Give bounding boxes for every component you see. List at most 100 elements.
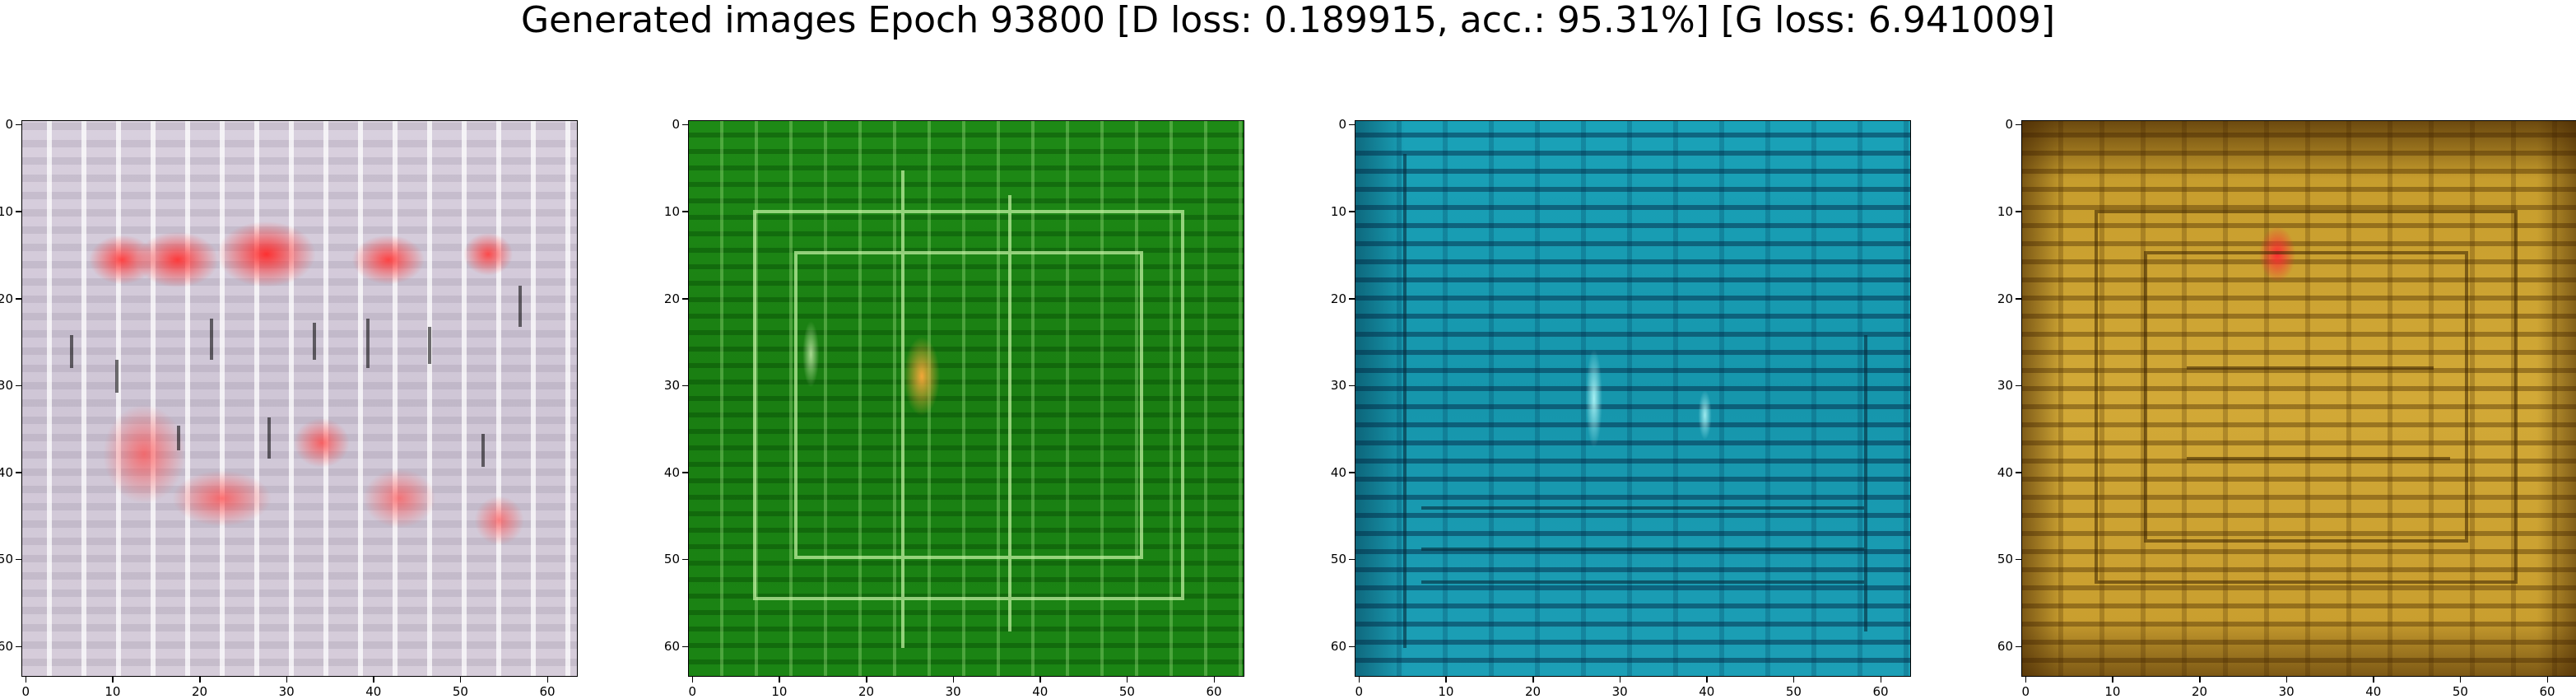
y-tick-label: 20 [1330,291,1346,306]
x-tick-mark [373,677,374,683]
y-tick-label: 60 [1997,639,2013,655]
y-tick-label: 50 [1330,552,1346,567]
x-tick-label: 60 [1872,684,1889,699]
x-tick-label: 10 [771,684,788,699]
x-tick-label: 30 [945,684,961,699]
x-tick-label: 50 [1118,684,1135,699]
x-tick-mark [1793,677,1795,683]
y-tick-label: 10 [663,203,680,219]
y-tick-mark [16,384,21,387]
x-tick-mark [866,677,867,683]
x-tick-label: 0 [21,684,30,699]
y-tick-mark [1349,123,1355,126]
y-tick-mark [2016,472,2021,473]
y-tick-label: 20 [0,291,13,306]
x-tick-label: 10 [105,684,121,699]
x-tick-label: 60 [2539,684,2555,699]
y-tick-mark [1349,211,1355,212]
y-tick-mark [16,558,21,561]
y-tick-label: 40 [1997,464,2013,480]
image-pixels-2 [689,121,1244,676]
y-tick-label: 40 [1330,464,1346,480]
x-tick-mark [2459,677,2462,683]
image-overlay-2 [753,170,1184,648]
y-tick-label: 0 [1338,117,1346,133]
y-tick-mark [2016,384,2021,387]
x-tick-mark [1706,677,1708,683]
y-tick-mark [2016,298,2021,300]
generated-image-3 [1355,120,1911,677]
x-tick-mark [112,677,114,683]
y-tick-mark [16,123,21,126]
x-tick-label: 50 [2452,684,2468,699]
y-tick-label: 0 [5,117,13,133]
y-tick-mark [16,211,21,212]
x-tick-label: 30 [2278,684,2295,699]
x-tick-label: 50 [452,684,468,699]
y-tick-label: 10 [0,203,13,219]
x-tick-label: 20 [858,684,875,699]
x-tick-label: 60 [539,684,556,699]
y-tick-mark [682,298,688,300]
x-tick-mark [691,677,694,683]
y-tick-label: 20 [663,291,680,306]
image-pixels-1 [22,121,577,676]
x-tick-mark [779,677,780,683]
y-tick-mark [682,645,688,648]
x-tick-mark [2546,677,2549,683]
x-tick-label: 10 [2104,684,2121,699]
x-tick-mark [1445,677,1447,683]
x-tick-mark [1619,677,1621,683]
y-tick-mark [16,472,21,473]
y-tick-label: 50 [663,552,680,567]
x-tick-label: 10 [1438,684,1454,699]
y-tick-mark [2016,558,2021,561]
generated-image-2 [688,120,1244,677]
y-tick-mark [682,123,688,126]
y-tick-label: 50 [1997,552,2013,567]
generated-image-1 [21,120,578,677]
x-tick-label: 40 [1032,684,1049,699]
y-tick-mark [2016,211,2021,212]
x-tick-mark [2285,677,2288,683]
y-tick-label: 30 [1330,378,1346,394]
x-tick-label: 0 [688,684,697,699]
generated-image-4 [2021,120,2576,677]
x-tick-mark [2112,677,2113,683]
x-tick-mark [25,677,27,683]
y-tick-label: 60 [663,639,680,655]
x-tick-mark [1213,677,1216,683]
x-tick-label: 40 [2365,684,2382,699]
y-tick-label: 60 [0,639,13,655]
y-tick-mark [1349,645,1355,648]
y-tick-label: 20 [1997,291,2013,306]
x-tick-label: 30 [1611,684,1628,699]
x-tick-mark [1532,677,1534,683]
x-tick-mark [1880,677,1882,683]
x-tick-label: 0 [2021,684,2030,699]
y-tick-label: 10 [1997,203,2013,219]
x-tick-mark [1039,677,1041,683]
x-tick-label: 20 [2191,684,2208,699]
x-tick-mark [199,677,201,683]
x-tick-mark [2025,677,2027,683]
y-tick-label: 40 [0,464,13,480]
x-tick-mark [459,677,462,683]
y-tick-mark [682,472,688,473]
y-tick-label: 60 [1330,639,1346,655]
x-tick-mark [286,677,288,683]
x-tick-label: 30 [278,684,295,699]
figure-title: Generated images Epoch 93800 [D loss: 0.… [520,0,2056,41]
x-tick-mark [952,677,955,683]
x-tick-mark [2373,677,2374,683]
y-tick-label: 40 [663,464,680,480]
x-tick-mark [1358,677,1360,683]
y-tick-mark [1349,558,1355,561]
y-tick-label: 30 [663,378,680,394]
x-tick-label: 0 [1355,684,1364,699]
x-tick-mark [2199,677,2201,683]
y-tick-mark [1349,384,1355,387]
y-tick-label: 0 [2005,117,2013,133]
y-tick-mark [2016,123,2021,126]
x-tick-label: 20 [1524,684,1541,699]
